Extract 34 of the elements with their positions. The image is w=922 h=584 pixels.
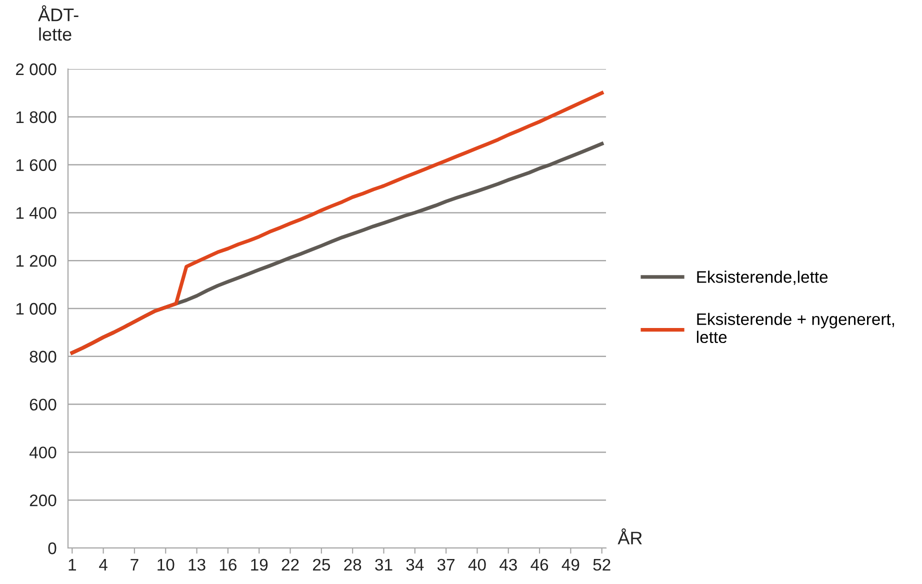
y-tick-label: 0 <box>48 542 56 554</box>
x-tick-label: 40 <box>468 558 486 571</box>
x-tick-label: 10 <box>158 558 174 571</box>
y-tick-label: 2 000 <box>16 63 56 76</box>
x-tick-label: 46 <box>530 558 548 571</box>
x-tick-label: 7 <box>130 559 138 570</box>
x-tick-label: 19 <box>251 558 268 571</box>
y-tick-label: 1 800 <box>16 111 56 124</box>
y-tick-label: 200 <box>30 494 56 506</box>
x-tick-label: 13 <box>188 558 206 571</box>
y-tick-label: 1 600 <box>16 159 56 172</box>
x-tick-label: 25 <box>312 558 330 571</box>
x-tick-label: 49 <box>562 558 580 571</box>
x-tick-label: 16 <box>220 558 236 571</box>
y-tick-label: 800 <box>30 350 56 363</box>
line-series <box>70 91 604 355</box>
x-tick-label: 31 <box>375 558 392 571</box>
x-tick-label: 43 <box>499 558 517 571</box>
y-tick-label: 1 000 <box>16 302 56 315</box>
x-tick-label: 28 <box>344 558 362 571</box>
legend-label: Eksisterende + nygenerert, lette <box>696 312 894 344</box>
x-tick-label: 4 <box>99 559 108 570</box>
y-tick-label: 600 <box>30 398 56 411</box>
x-tick-label: 34 <box>406 558 424 571</box>
y-axis-title: ÅDT- lette <box>38 5 78 41</box>
x-tick-label: 52 <box>593 558 610 571</box>
y-tick-label: 1 200 <box>16 255 56 267</box>
x-tick-label: 1 <box>68 559 76 570</box>
legend-label: Eksisterende,lette <box>697 270 828 285</box>
x-axis-title: ÅR <box>618 528 642 544</box>
y-tick-label: 400 <box>29 446 56 458</box>
x-tick-label: 22 <box>282 558 299 570</box>
x-tick-label: 37 <box>437 558 454 571</box>
y-tick-label: 1 400 <box>16 207 56 219</box>
